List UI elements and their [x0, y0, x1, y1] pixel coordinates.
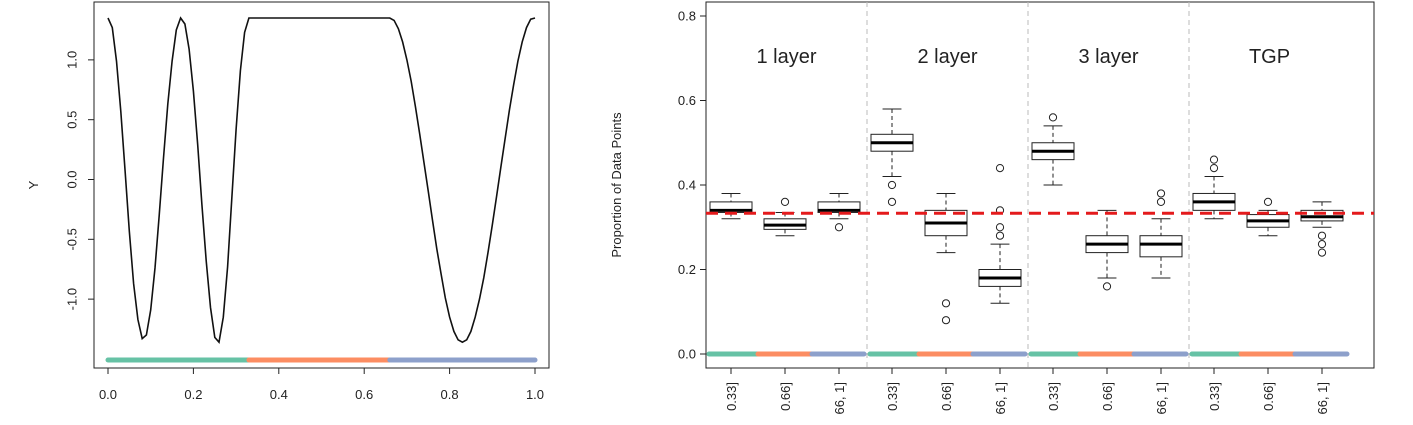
outlier-point — [887, 180, 897, 190]
boxplot — [978, 164, 1022, 304]
boxplot — [870, 108, 914, 206]
right-x-tick-label: 66, 1] — [1315, 382, 1330, 415]
right-x-tick-label: 66, 1] — [832, 382, 847, 415]
right-x-tick-label: 0.33] — [1207, 382, 1222, 411]
left-x-axis: 0.0 0.2 0.4 0.6 0.8 1.0 — [99, 367, 544, 402]
right-x-tick-label: 0.66] — [778, 382, 793, 411]
boxplot-panel: Proportion of Data Points 0.00.20.40.60.… — [609, 1, 1375, 415]
right-y-tick-label: 0.0 — [678, 347, 696, 362]
group-titles: 1 layer 2 layer 3 layer TGP — [756, 46, 1290, 68]
boxplot — [1139, 189, 1183, 279]
left-x-tick-label: 0.8 — [441, 387, 459, 402]
outlier-point — [1156, 197, 1166, 206]
left-y-tick-label: 0.5 — [65, 111, 80, 129]
outlier-point — [1317, 240, 1327, 249]
outlier-point — [834, 223, 844, 232]
right-x-tick-label: 0.66] — [1100, 382, 1115, 411]
outlier-point — [1209, 164, 1219, 173]
boxplot — [1246, 197, 1290, 237]
outlier-point — [995, 223, 1005, 232]
left-y-tick-label: -1.0 — [65, 288, 80, 310]
boxplot — [1192, 155, 1236, 220]
right-x-tick-label: 0.33] — [724, 382, 739, 411]
boxplot — [1031, 113, 1075, 186]
right-x-tick-label: 0.66] — [1261, 382, 1276, 411]
group-title: 1 layer — [756, 46, 816, 68]
right-y-tick-label: 0.4 — [678, 178, 696, 193]
left-x-tick-label: 0.2 — [184, 387, 202, 402]
left-x-tick-label: 0.6 — [355, 387, 373, 402]
right-x-tick-label: 0.66] — [939, 382, 954, 411]
outlier-point — [1263, 197, 1273, 206]
right-x-tick-label: 66, 1] — [993, 382, 1008, 415]
right-y-tick-label: 0.8 — [678, 9, 696, 24]
right-y-tick-label: 0.2 — [678, 262, 696, 277]
right-x-axis: 0.33] 0.66] 66, 1] 0.33] 0.66] 66, 1] 0.33] 0.6… — [724, 367, 1330, 415]
right-y-axis: 0.0 0.2 0.4 0.6 0.8 — [678, 9, 707, 362]
box-body — [1139, 235, 1183, 258]
outlier-point — [995, 164, 1005, 173]
function-curve — [107, 16, 536, 344]
left-y-tick-label: 0.0 — [65, 170, 80, 188]
left-x-tick-label: 1.0 — [526, 387, 544, 402]
left-y-axis: -1.0 -0.5 0.0 0.5 1.0 — [65, 51, 95, 310]
boxplot — [1300, 201, 1344, 257]
right-y-tick-label: 0.6 — [678, 93, 696, 108]
boxplots — [709, 108, 1344, 325]
outlier-point — [1048, 113, 1058, 122]
outlier-point — [1102, 282, 1112, 291]
left-y-axis-label: Y — [26, 180, 41, 189]
group-dividers — [866, 2, 1190, 368]
line-chart-panel: Y -1.0 -0.5 0.0 0.5 1.0 0.0 0.2 0.4 0.6 0.8 1.0 — [26, 1, 550, 402]
group-title: TGP — [1249, 46, 1290, 68]
outlier-point — [941, 299, 951, 308]
right-x-tick-label: 0.33] — [1046, 382, 1061, 411]
left-x-tick-label: 0.0 — [99, 387, 117, 402]
outlier-point — [941, 316, 951, 325]
outlier-point — [1156, 189, 1166, 198]
boxplot — [763, 197, 807, 237]
boxplot — [1085, 209, 1129, 291]
outlier-point — [1209, 155, 1219, 164]
outlier-point — [1317, 248, 1327, 257]
left-x-tick-label: 0.4 — [270, 387, 288, 402]
outlier-point — [1317, 231, 1327, 240]
right-x-tick-label: 0.33] — [885, 382, 900, 411]
outlier-point — [995, 231, 1005, 240]
right-y-axis-label: Proportion of Data Points — [609, 112, 624, 258]
boxplot — [709, 192, 753, 220]
group-title: 2 layer — [917, 46, 977, 68]
outlier-point — [780, 197, 790, 206]
outlier-point — [887, 197, 897, 206]
right-x-tick-label: 66, 1] — [1154, 382, 1169, 415]
group-title: 3 layer — [1078, 46, 1138, 68]
left-y-tick-label: 1.0 — [65, 51, 80, 69]
left-y-tick-label: -0.5 — [65, 228, 80, 250]
